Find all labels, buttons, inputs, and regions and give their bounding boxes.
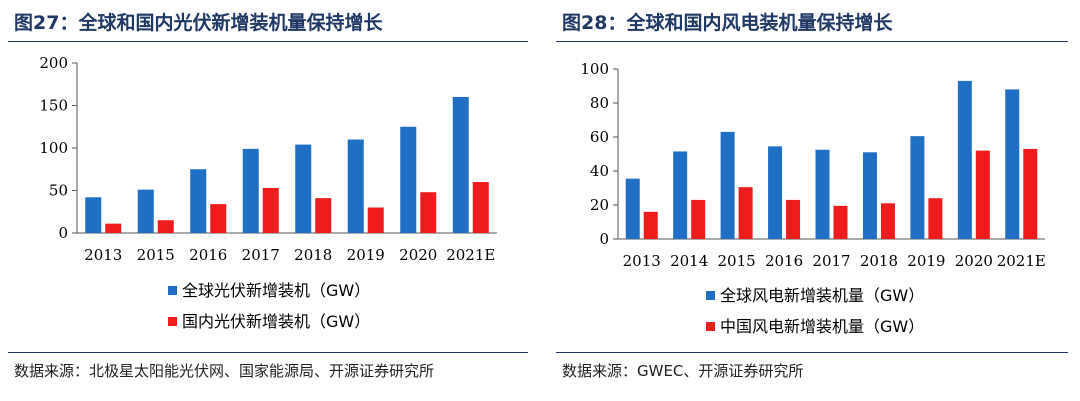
y-tick-label: 150	[39, 97, 68, 115]
wind-global-bar	[673, 151, 688, 239]
wind-global-bar	[625, 178, 640, 239]
wind-global-bar	[957, 80, 972, 240]
x-tick-label: 2016	[765, 252, 803, 270]
y-tick-label: 50	[49, 182, 68, 200]
pv-china-bar	[472, 182, 489, 233]
x-tick-label: 2021E	[446, 246, 495, 264]
figure-27-panel: 图27：全球和国内光伏新增装机量保持增长 0 50 100 150 200 2013 201…	[0, 0, 528, 401]
legend-label: 中国风电新增装机量（GW）	[720, 317, 924, 336]
x-tick-label: 2018	[294, 246, 332, 264]
wind-china-bar	[1023, 148, 1038, 239]
x-tick-label: 2019	[347, 246, 385, 264]
pv-global-bar	[452, 97, 469, 233]
y-tick-label: 100	[39, 139, 68, 157]
wind-global-bar	[720, 131, 735, 239]
wind-china-bar	[786, 199, 801, 239]
x-tick-label: 2019	[907, 252, 945, 270]
pv-china-bar	[262, 187, 279, 233]
title-divider	[8, 41, 528, 42]
pv-global-bar	[242, 148, 259, 233]
wind-china-bar	[833, 205, 848, 239]
x-tick-label: 2017	[242, 246, 280, 264]
wind-global-bar	[768, 146, 783, 239]
pv-china-bar	[105, 223, 122, 233]
figure-28-title: 图28：全球和国内风电装机量保持增长	[562, 12, 893, 34]
source-divider	[556, 352, 1068, 353]
wind-china-bar	[975, 150, 990, 239]
pv-global-bar	[295, 144, 312, 233]
pv-global-bar	[85, 197, 102, 233]
pv-china-bar	[157, 220, 174, 233]
wind-china-bar	[880, 203, 895, 239]
pv-china-bar	[367, 207, 384, 233]
x-tick-label: 2013	[84, 246, 122, 264]
x-tick-label: 2018	[860, 252, 898, 270]
x-tick-label: 2015	[137, 246, 175, 264]
pv-china-bar	[315, 198, 332, 233]
y-tick-label: 0	[58, 224, 68, 242]
wind-china-bar	[928, 198, 943, 239]
y-tick-label: 80	[590, 94, 609, 112]
x-tick-label: 2020	[955, 252, 993, 270]
wind-installations-chart: 0 20 40 60 80 100 2013 2014 2015 2016 2017 2018 2019…	[580, 60, 1046, 336]
legend-swatch	[168, 286, 177, 295]
legend-swatch	[168, 317, 177, 326]
legend-swatch	[706, 322, 715, 331]
legend-label: 国内光伏新增装机（GW）	[182, 312, 370, 331]
wind-global-bar	[815, 149, 830, 239]
source-divider	[8, 352, 528, 353]
figure-27-title: 图27：全球和国内光伏新增装机量保持增长	[14, 12, 383, 34]
y-tick-label: 200	[39, 54, 68, 72]
wind-china-bar	[643, 211, 658, 239]
wind-global-bar	[862, 152, 877, 239]
x-tick-label: 2014	[670, 252, 708, 270]
pv-global-bar	[400, 126, 417, 233]
legend-label: 全球光伏新增装机（GW）	[182, 281, 370, 300]
pv-global-bar	[137, 189, 154, 233]
pv-global-bar	[190, 169, 207, 233]
y-tick-label: 0	[599, 230, 609, 248]
x-tick-label: 2021E	[997, 252, 1046, 270]
x-tick-label: 2015	[718, 252, 756, 270]
x-tick-label: 2020	[399, 246, 437, 264]
x-tick-label: 2017	[812, 252, 850, 270]
figure-28-source: 数据来源：GWEC、开源证券研究所	[562, 362, 804, 380]
y-tick-label: 20	[590, 196, 609, 214]
pv-global-bar	[347, 139, 364, 233]
pv-china-bar	[420, 192, 437, 233]
x-tick-label: 2016	[189, 246, 227, 264]
y-tick-label: 60	[590, 128, 609, 146]
y-tick-label: 40	[590, 162, 609, 180]
wind-global-bar	[910, 136, 925, 239]
figure-27-source: 数据来源：北极星太阳能光伏网、国家能源局、开源证券研究所	[14, 362, 435, 380]
wind-global-bar	[1005, 89, 1020, 240]
pv-china-bar	[210, 204, 227, 233]
figure-28-panel: 图28：全球和国内风电装机量保持增长 0 20 40 60 80 100 2013 2014 2…	[548, 0, 1068, 401]
wind-china-bar	[691, 199, 706, 239]
y-tick-label: 100	[580, 60, 609, 78]
x-tick-label: 2013	[623, 252, 661, 270]
legend-swatch	[706, 291, 715, 300]
legend-label: 全球风电新增装机量（GW）	[720, 286, 924, 305]
pv-installations-chart: 0 50 100 150 200 2013 2015 2016 2017 2018 2019 2020…	[39, 54, 497, 331]
title-divider	[556, 41, 1068, 42]
wind-china-bar	[738, 187, 753, 239]
